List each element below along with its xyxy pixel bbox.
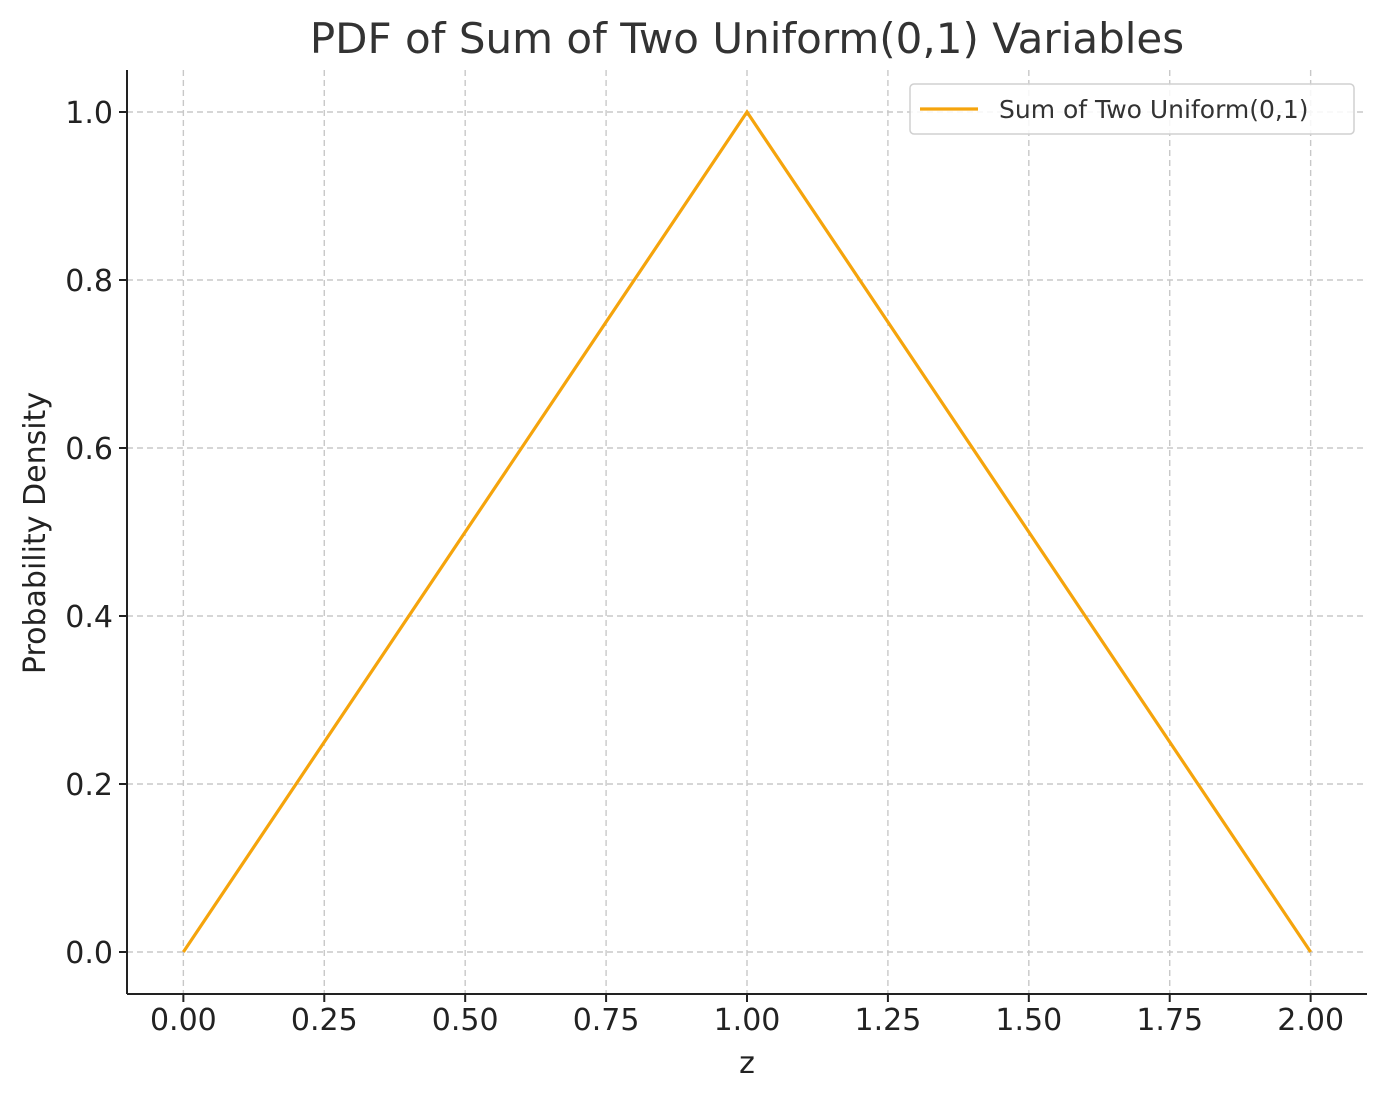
ticks: 0.00 0.25 0.50 0.75 1.00 1.25 1.50 1.75 2.00 0.0 0… bbox=[65, 96, 1344, 1038]
x-tick-label: 0.75 bbox=[573, 1003, 640, 1038]
y-tick-label: 1.0 bbox=[65, 96, 113, 131]
grid bbox=[127, 70, 1367, 994]
legend-label: Sum of Two Uniform(0,1) bbox=[999, 95, 1309, 124]
series-line bbox=[182, 109, 1312, 953]
x-tick-label: 1.00 bbox=[714, 1003, 781, 1038]
x-axis-label: z bbox=[739, 1046, 755, 1081]
y-tick-label: 0.0 bbox=[65, 936, 113, 971]
legend-box bbox=[909, 83, 1355, 135]
x-tick-label: 1.75 bbox=[1136, 1003, 1203, 1038]
legend: Sum of Two Uniform(0,1) bbox=[909, 83, 1355, 135]
x-tick-label: 1.25 bbox=[855, 1003, 922, 1038]
y-tick-label: 0.4 bbox=[65, 600, 113, 635]
y-tick-label: 0.6 bbox=[65, 432, 113, 467]
x-tick-label: 0.50 bbox=[432, 1003, 499, 1038]
x-tick-label: 0.25 bbox=[291, 1003, 358, 1038]
y-tick-label: 0.8 bbox=[65, 264, 113, 299]
y-tick-label: 0.2 bbox=[65, 768, 113, 803]
y-axis-label: Probability Density bbox=[18, 392, 53, 674]
x-tick-label: 1.50 bbox=[995, 1003, 1062, 1038]
series-layer bbox=[182, 109, 1312, 953]
x-tick-label: 2.00 bbox=[1277, 1003, 1344, 1038]
x-tick-label: 0.00 bbox=[150, 1003, 217, 1038]
chart-title: PDF of Sum of Two Uniform(0,1) Variables bbox=[310, 14, 1184, 63]
